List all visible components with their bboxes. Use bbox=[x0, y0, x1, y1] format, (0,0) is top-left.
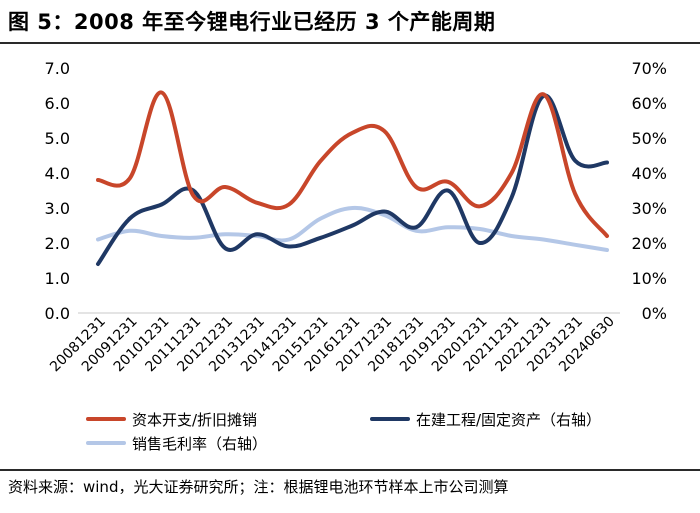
source-note: 资料来源：wind，光大证券研究所；注：根据锂电池环节样本上市公司测算 bbox=[8, 478, 509, 496]
right-axis-tick-label: 10% bbox=[631, 269, 667, 288]
left-axis-tick-label: 2.0 bbox=[45, 234, 70, 253]
legend-label-capex-depreciation: 资本开支/折旧摊销 bbox=[132, 411, 257, 429]
right-axis-tick-label: 50% bbox=[631, 129, 667, 148]
left-axis-tick-label: 5.0 bbox=[45, 129, 70, 148]
left-axis: 0.0 1.0 2.0 3.0 4.0 5.0 6.0 7.0 bbox=[45, 59, 70, 323]
legend-label-construction-fixed-assets: 在建工程/固定资产（右轴） bbox=[416, 411, 601, 429]
title-divider bbox=[0, 42, 700, 44]
left-axis-tick-label: 0.0 bbox=[45, 304, 70, 323]
series-line-capex-depreciation bbox=[96, 90, 609, 238]
chart-title: 图 5：2008 年至今锂电行业已经历 3 个产能周期 bbox=[8, 10, 496, 34]
left-axis-tick-label: 3.0 bbox=[45, 199, 70, 218]
x-axis: 2008123120091231201012312011123120121231… bbox=[47, 314, 618, 376]
right-axis-tick-label: 0% bbox=[642, 304, 667, 323]
series-layer bbox=[96, 90, 609, 266]
series-line-gross-margin bbox=[96, 205, 609, 252]
left-axis-tick-label: 1.0 bbox=[45, 269, 70, 288]
right-axis-tick-label: 40% bbox=[631, 164, 667, 183]
footer-divider bbox=[0, 469, 700, 471]
legend: 资本开支/折旧摊销 在建工程/固定资产（右轴） 销售毛利率（右轴） bbox=[86, 411, 601, 453]
right-axis-tick-label: 20% bbox=[631, 234, 667, 253]
left-axis-tick-label: 6.0 bbox=[45, 94, 70, 113]
right-axis: 0% 10% 20% 30% 40% 50% 60% 70% bbox=[631, 59, 667, 323]
left-axis-tick-label: 7.0 bbox=[45, 59, 70, 78]
right-axis-tick-label: 30% bbox=[631, 199, 667, 218]
right-axis-tick-label: 60% bbox=[631, 94, 667, 113]
legend-label-gross-margin: 销售毛利率（右轴） bbox=[132, 435, 267, 453]
left-axis-tick-label: 4.0 bbox=[45, 164, 70, 183]
right-axis-tick-label: 70% bbox=[631, 59, 667, 78]
